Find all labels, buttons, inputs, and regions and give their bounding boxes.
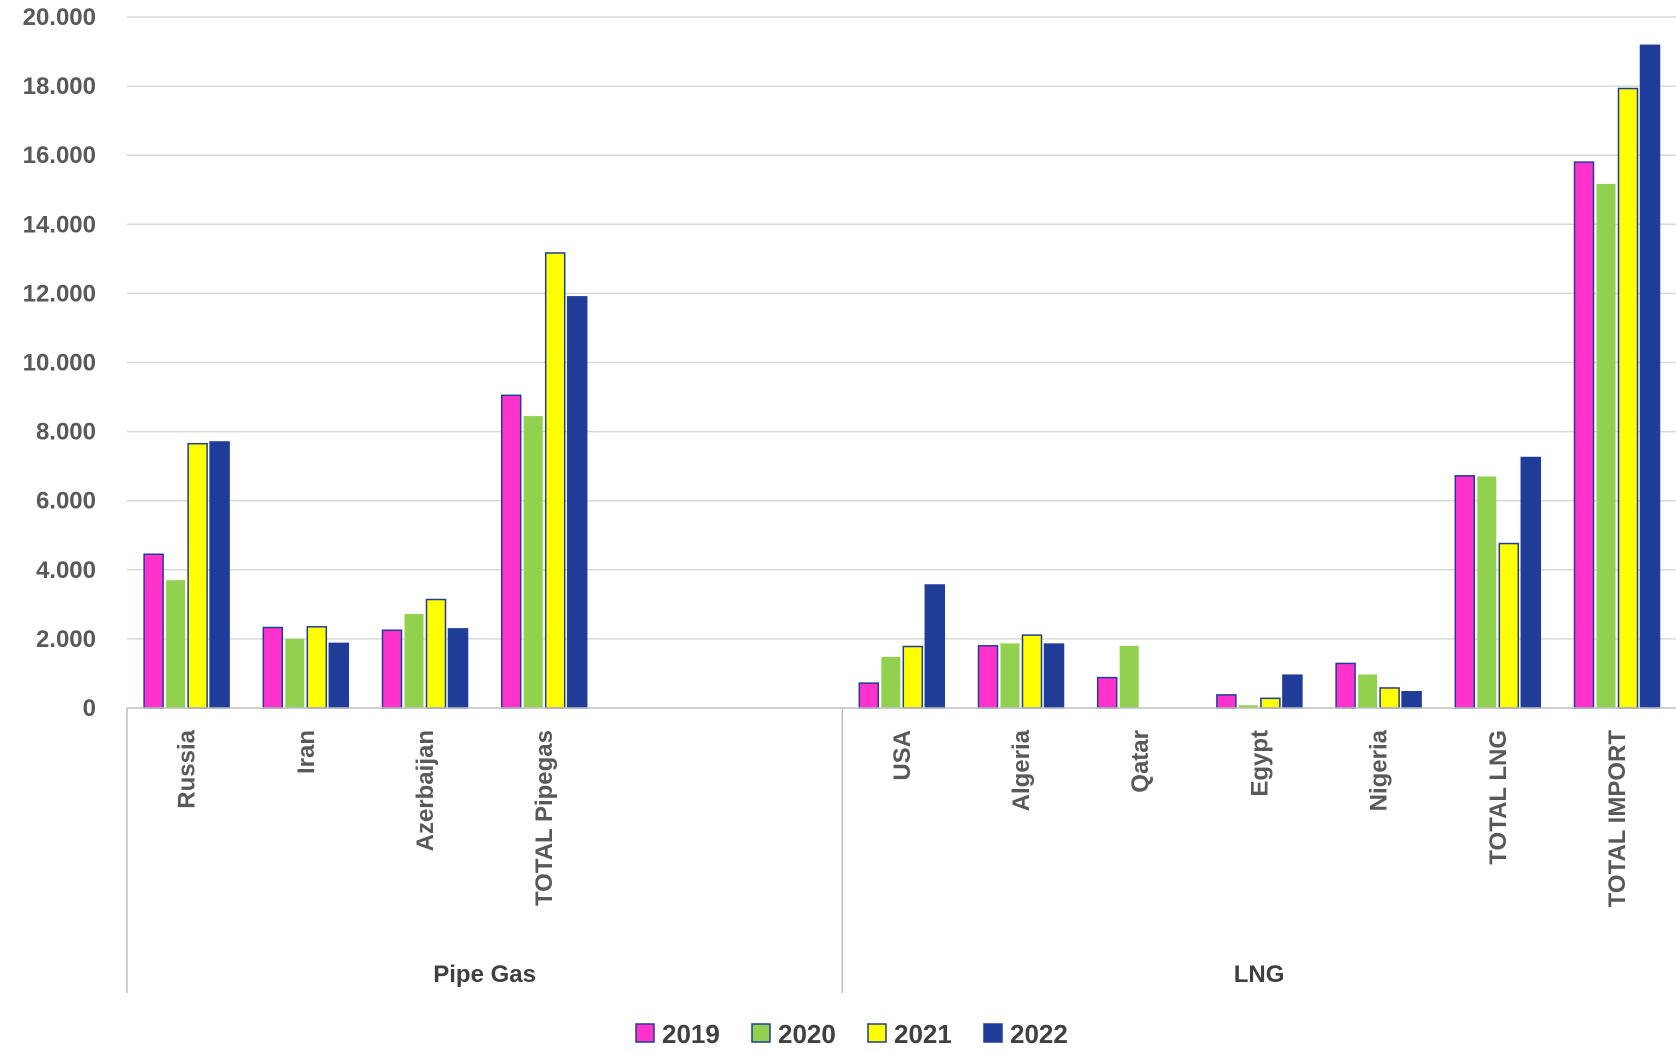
- category-label: Qatar: [1127, 730, 1154, 793]
- category-label: Azerbaijan: [412, 730, 439, 851]
- bar-total-lng-2021: [1498, 542, 1520, 709]
- category-label: Algeria: [1008, 729, 1035, 811]
- axes: [126, 707, 1676, 993]
- bar-nigeria-2020: [1358, 674, 1378, 708]
- bar-iran-2022: [328, 642, 350, 709]
- bar-egypt-2021: [1260, 697, 1281, 709]
- category-label: TOTAL LNG: [1485, 730, 1512, 865]
- bars: [143, 44, 1661, 709]
- y-tick-label: 6.000: [36, 488, 96, 515]
- bar-total-pipegas-2022: [566, 296, 588, 709]
- legend-label-2020: 2020: [778, 1019, 836, 1048]
- y-tick-label: 12.000: [23, 280, 96, 307]
- legend-label-2021: 2021: [894, 1019, 952, 1048]
- bar-total-lng-2022: [1520, 456, 1542, 709]
- bar-total-import-2020: [1596, 183, 1616, 709]
- y-tick-label: 18.000: [23, 73, 96, 100]
- legend-label-2019: 2019: [662, 1019, 720, 1048]
- y-tick-label: 10.000: [23, 350, 96, 377]
- legend: 2019 2020 2021 2022: [635, 1019, 1068, 1049]
- bar-total-pipegas-2021: [544, 252, 566, 709]
- bar-nigeria-2022: [1401, 691, 1422, 709]
- category-label: Egypt: [1246, 730, 1273, 797]
- y-tick-label: 8.000: [36, 419, 96, 446]
- bar-total-lng-2019: [1454, 475, 1476, 709]
- bar-nigeria-2021: [1379, 687, 1400, 709]
- bar-azerbaijan-2019: [381, 629, 403, 709]
- bar-azerbaijan-2022: [447, 628, 469, 709]
- legend-label-2022: 2022: [1010, 1019, 1068, 1048]
- bar-russia-2021: [187, 442, 208, 709]
- bar-iran-2019: [262, 626, 284, 709]
- group-label: Pipe Gas: [433, 961, 536, 988]
- category-label: TOTAL IMPORT: [1604, 730, 1631, 908]
- bar-egypt-2022: [1282, 674, 1303, 709]
- y-tick-label: 0: [83, 695, 96, 722]
- labels: 0 2.000 4.000 6.000 8.000 10.000 12.000 14.000 1…: [23, 4, 1631, 988]
- bar-usa-2021: [902, 645, 924, 709]
- bar-usa-2022: [924, 584, 946, 709]
- bar-nigeria-2019: [1335, 662, 1356, 709]
- bar-total-lng-2020: [1477, 476, 1497, 708]
- bar-qatar-2019: [1096, 676, 1118, 709]
- bar-total-import-2022: [1639, 44, 1661, 709]
- bar-iran-2020: [285, 638, 305, 708]
- y-tick-label: 14.000: [23, 211, 96, 238]
- bar-algeria-2020: [1000, 643, 1020, 708]
- legend-swatch-2019: [635, 1023, 655, 1043]
- bar-total-pipegas-2019: [500, 394, 522, 709]
- bar-algeria-2021: [1021, 634, 1043, 709]
- bar-egypt-2020: [1238, 705, 1258, 708]
- bar-algeria-2019: [977, 645, 999, 709]
- bar-russia-2019: [143, 553, 164, 709]
- bar-russia-2020: [166, 580, 186, 708]
- gridlines: [127, 16, 1676, 640]
- group-label: LNG: [1234, 961, 1285, 988]
- category-label: Russia: [174, 729, 201, 808]
- y-tick-label: 20.000: [23, 4, 96, 31]
- bar-total-import-2021: [1617, 87, 1639, 709]
- legend-swatch-2021: [867, 1023, 887, 1043]
- bar-total-import-2019: [1573, 161, 1595, 709]
- y-tick-label: 16.000: [23, 142, 96, 169]
- category-label: Iran: [293, 730, 320, 774]
- category-label: Nigeria: [1366, 729, 1393, 811]
- bar-egypt-2019: [1216, 694, 1237, 709]
- bar-azerbaijan-2021: [425, 598, 447, 709]
- category-label: USA: [889, 730, 916, 781]
- bar-russia-2022: [209, 441, 230, 709]
- y-tick-label: 2.000: [36, 626, 96, 653]
- bar-usa-2020: [881, 656, 901, 708]
- bar-iran-2021: [306, 626, 328, 709]
- legend-swatch-2020: [751, 1023, 771, 1043]
- bar-algeria-2022: [1043, 643, 1065, 709]
- bar-qatar-2020: [1119, 645, 1139, 708]
- bar-usa-2019: [858, 682, 880, 709]
- bar-azerbaijan-2020: [404, 614, 424, 708]
- bar-total-pipegas-2020: [523, 416, 543, 708]
- category-label: TOTAL Pipegas: [531, 730, 558, 906]
- y-tick-label: 4.000: [36, 557, 96, 584]
- legend-swatch-2022: [983, 1023, 1003, 1043]
